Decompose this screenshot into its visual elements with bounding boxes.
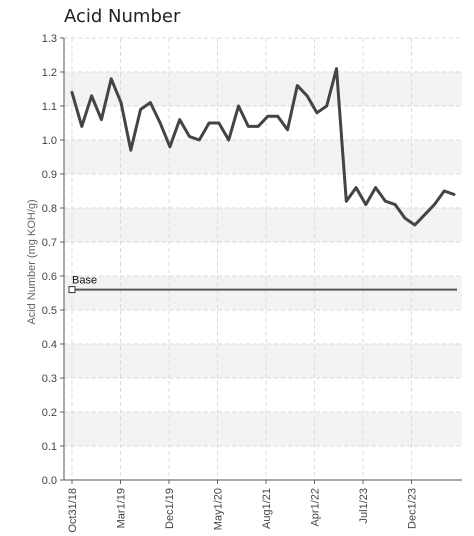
x-tick-label: Dec1/23 — [407, 488, 419, 529]
chart-title: Acid Number — [64, 6, 181, 27]
x-tick-label: Dec1/19 — [164, 488, 176, 529]
x-tick-label: Oct31/18 — [67, 488, 79, 533]
y-tick-labels: 0.0 0.1 0.2 0.3 0.4 0.5 0.6 0.7 0.8 0.9 1.0 1.1 1.2 1… — [42, 33, 57, 487]
background-bands — [64, 72, 462, 446]
base-label: Base — [72, 275, 97, 287]
grid-band — [64, 208, 462, 242]
y-tick-label: 0.5 — [42, 305, 57, 317]
x-tick-label: Mar1/19 — [116, 488, 128, 528]
y-tick-label: 1.0 — [42, 135, 57, 147]
acid-number-line — [70, 67, 456, 227]
x-tick-label: May1/20 — [213, 488, 225, 530]
axes — [63, 38, 462, 481]
base-reference-line: Base — [68, 275, 457, 294]
grid-band — [64, 276, 462, 310]
y-tick-label: 0.6 — [42, 271, 57, 283]
x-tick-labels: Oct31/18 Mar1/19 Dec1/19 May1/20 Aug1/21 Apr1… — [67, 488, 419, 533]
y-axis-label: Acid Number (mg KOH/g) — [26, 199, 38, 324]
series-lines — [70, 67, 456, 227]
base-marker — [68, 286, 76, 294]
y-tick-label: 0.3 — [42, 373, 57, 385]
y-tick-label: 0.1 — [42, 441, 57, 453]
y-tick-label: 0.7 — [42, 237, 57, 249]
x-tick-label: Aug1/21 — [261, 488, 273, 529]
grid-band — [64, 344, 462, 378]
y-tick-label: 0.9 — [42, 169, 57, 181]
grid-band — [64, 412, 462, 446]
grid-band — [64, 72, 462, 106]
y-tick-label: 0.0 — [42, 475, 57, 487]
y-tick-label: 0.8 — [42, 203, 57, 215]
grid-band — [64, 140, 462, 174]
y-tick-label: 0.4 — [42, 339, 57, 351]
x-tick-label: Apr1/22 — [310, 488, 322, 527]
y-tick-label: 1.3 — [42, 33, 57, 45]
x-tick-label: Jul1/23 — [358, 488, 370, 523]
y-tick-label: 0.2 — [42, 407, 57, 419]
y-tick-label: 1.1 — [42, 101, 57, 113]
y-tick-label: 1.2 — [42, 67, 57, 79]
